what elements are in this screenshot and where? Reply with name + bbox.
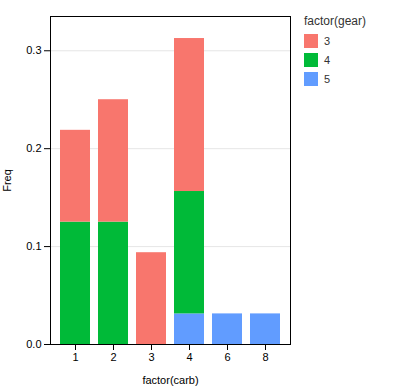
html-text:factor(gear): factor(gear) [304,14,366,28]
svg-text:0.1: 0.1 [26,240,41,252]
svg-text:1: 1 [72,351,78,363]
html-text:4: 4 [324,54,331,66]
html-text:3: 3 [324,35,331,47]
svg-text:3: 3 [148,351,154,363]
html-text:5: 5 [324,73,331,85]
svg-text:6: 6 [224,351,230,363]
svg-text:8: 8 [262,351,268,363]
svg-text:0.0: 0.0 [26,338,41,350]
svg-text:factor(carb): factor(carb) [142,374,198,386]
svg-text:2: 2 [110,351,116,363]
svg-text:0.3: 0.3 [26,44,41,56]
svg-text:Freq: Freq [1,169,13,192]
svg-text:4: 4 [186,351,192,363]
svg-text:0.2: 0.2 [26,142,41,154]
